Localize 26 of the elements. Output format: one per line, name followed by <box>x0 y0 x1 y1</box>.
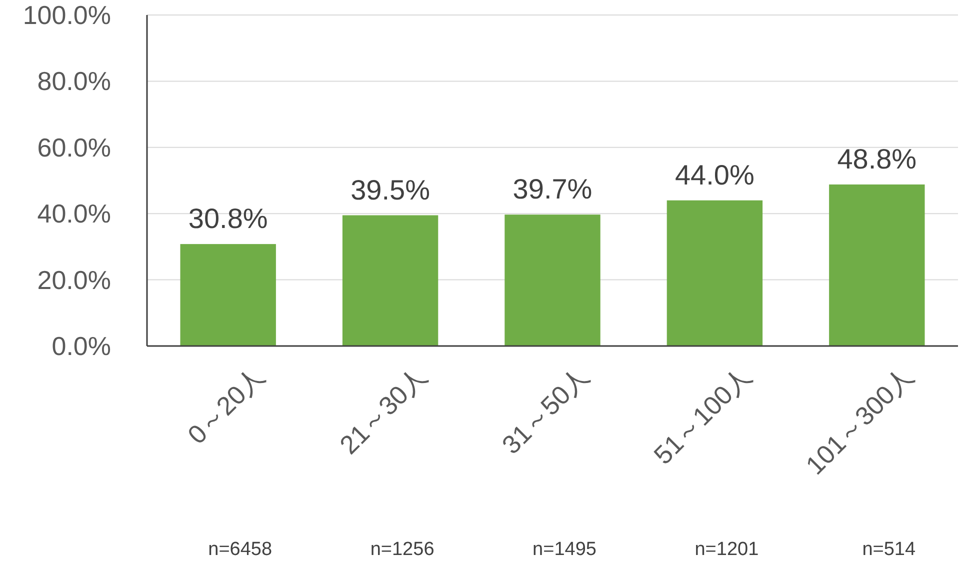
y-tick-label: 20.0% <box>37 264 111 295</box>
data-label: 39.5% <box>350 174 430 206</box>
data-label: 30.8% <box>188 203 268 234</box>
data-label: 44.0% <box>674 159 754 190</box>
bar <box>342 215 438 346</box>
y-tick-label: 100.0% <box>22 0 111 30</box>
y-tick-label: 0.0% <box>52 331 111 361</box>
text: n=514 <box>862 539 916 560</box>
y-tick-label: 40.0% <box>37 198 111 229</box>
bar <box>829 184 925 346</box>
text: n=1201 <box>694 539 759 560</box>
data-label: 48.8% <box>837 143 917 174</box>
x-tick-label: 21～30人 <box>334 361 433 460</box>
bar <box>180 244 276 346</box>
text: n=6458 <box>208 539 272 560</box>
x-tick-label: 101～300人 <box>800 361 920 480</box>
y-tick-label: 80.0% <box>37 66 111 96</box>
x-tick-label: 0～20人 <box>182 361 270 450</box>
bar <box>666 200 763 346</box>
x-tick-label: 31～50人 <box>496 361 595 460</box>
text: n=1495 <box>532 539 596 560</box>
data-label: 39.7% <box>512 174 592 205</box>
x-tick-label: 51～100人 <box>648 361 757 470</box>
bar <box>504 214 600 346</box>
y-tick-label: 60.0% <box>37 132 111 162</box>
text: n=1256 <box>370 539 434 560</box>
